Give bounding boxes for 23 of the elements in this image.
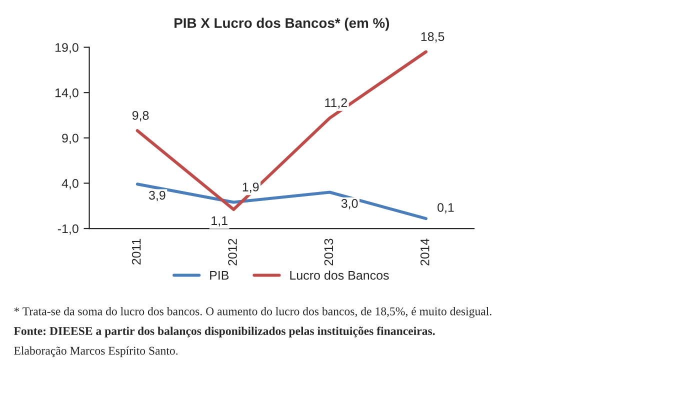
x-tick-label: 2014	[420, 238, 430, 266]
data-label: 9,8	[132, 110, 149, 122]
y-tick-label: 14,0	[56, 88, 78, 99]
x-tick-label: 2012	[228, 238, 237, 266]
text: * Trata-se da soma do lucro dos bancos. O aumento do lucro dos bancos, de 18,5%, é muito desigual.	[14, 306, 492, 318]
data-label: 3,9	[148, 190, 166, 202]
y-tick-label: -1,0	[58, 224, 78, 235]
legend-label: PIB	[210, 271, 229, 280]
y-tick-label: 4,0	[62, 179, 78, 190]
x-tick-label: 2011	[132, 238, 141, 264]
data-label: 11,2	[325, 98, 347, 109]
source-note: Fonte: DIEESE a partir dos balanços disponibilizados pelas instituições financeiras.	[14, 326, 435, 338]
data-label: 1,1	[212, 216, 228, 227]
data-label: 3,0	[341, 199, 358, 210]
text: Elaboração Marcos Espírito Santo.	[14, 346, 178, 358]
data-label: 0,1	[438, 203, 454, 214]
y-tick-label: 19,0	[56, 43, 78, 54]
chart-title: PIB X Lucro dos Bancos* (em %)	[174, 18, 390, 31]
x-tick-label: 2013	[324, 238, 334, 266]
legend-label: Lucro dos Bancos	[290, 270, 389, 280]
data-label: 18,5	[421, 32, 444, 42]
y-tick-label: 9,0	[62, 134, 78, 144]
data-label: 1,9	[242, 182, 259, 193]
